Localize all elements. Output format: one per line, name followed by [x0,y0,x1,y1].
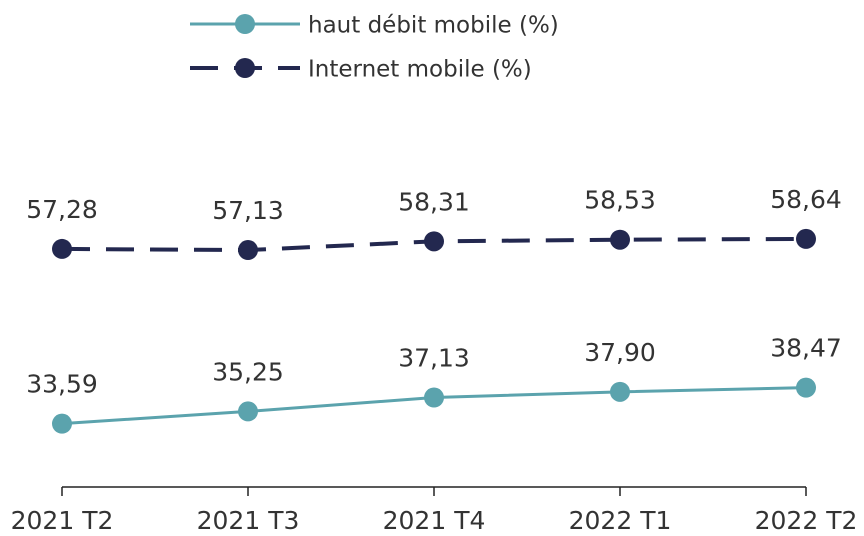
legend-marker [235,14,255,34]
data-label: 33,59 [26,370,98,399]
x-tick-label: 2021 T4 [383,506,486,535]
data-label: 58,53 [584,186,656,215]
data-point [52,238,72,259]
data-label: 35,25 [212,357,284,386]
x-tick-label: 2022 T1 [569,506,672,535]
data-label: 38,47 [770,334,842,363]
data-label: 37,90 [584,338,656,367]
data-label: 37,13 [398,344,470,373]
data-point [610,381,630,402]
data-point [796,377,816,398]
data-label: 58,31 [398,187,470,216]
x-tick-label: 2022 T2 [755,506,858,535]
data-point [424,387,444,408]
x-tick-label: 2021 T2 [11,506,114,535]
legend-marker [235,58,255,78]
x-tick-label: 2021 T3 [197,506,300,535]
data-point [238,240,258,261]
data-label: 57,13 [212,196,284,225]
data-point [424,231,444,252]
legend-label: haut débit mobile (%) [308,13,559,39]
legend-label: Internet mobile (%) [308,57,532,83]
data-point [610,229,630,250]
data-label: 58,64 [770,185,842,214]
data-point [52,413,72,434]
data-label: 57,28 [26,195,98,224]
data-point [238,401,258,422]
data-point [796,228,816,249]
